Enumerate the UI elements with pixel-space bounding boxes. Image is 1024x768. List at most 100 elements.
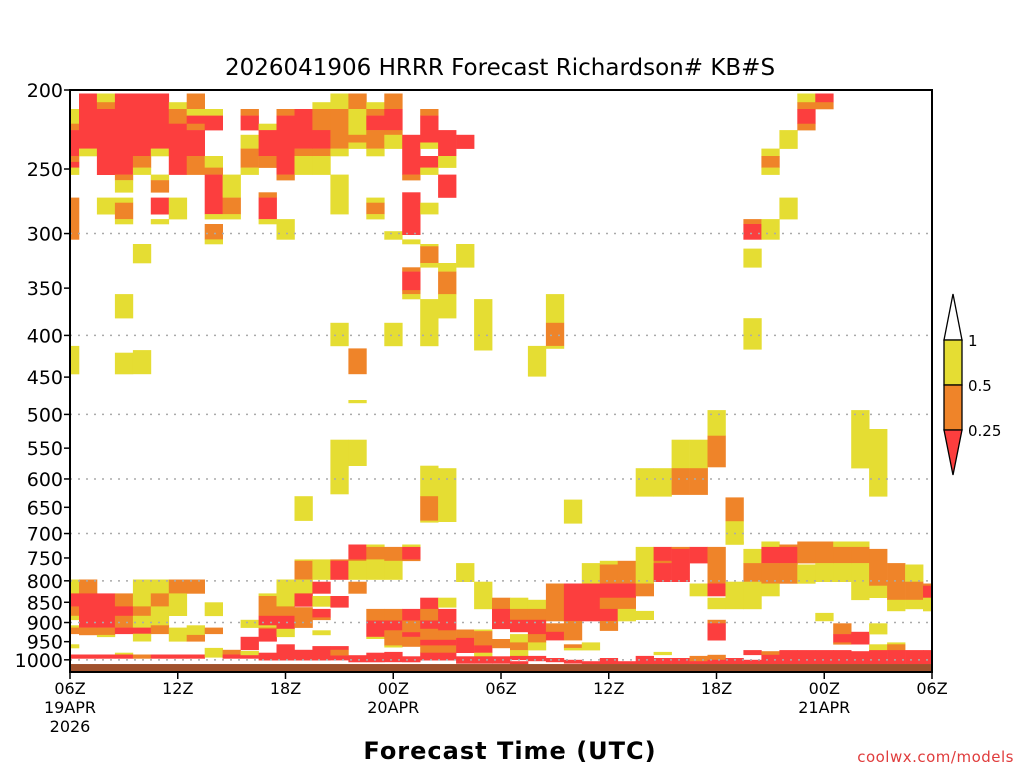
heatmap-cell: [70, 644, 80, 649]
heatmap-cell: [204, 627, 223, 635]
heatmap-cell: [797, 541, 816, 564]
heatmap-cell: [671, 546, 690, 550]
y-tick-label: 600: [27, 469, 63, 491]
heatmap-cell: [761, 167, 780, 175]
heatmap-cell: [402, 134, 421, 175]
heatmap-cell: [222, 654, 241, 659]
heatmap-cell: [402, 620, 421, 633]
heatmap-cell: [923, 583, 933, 586]
heatmap-cell: [671, 468, 690, 495]
heatmap-cell: [70, 109, 80, 125]
heatmap-cell: [114, 294, 134, 319]
heatmap-cell: [689, 439, 708, 469]
heatmap-cell: [150, 197, 170, 215]
heatmap-cell: [348, 134, 367, 143]
heatmap-cell: [366, 636, 385, 639]
heatmap-cell: [114, 652, 134, 655]
heatmap-cell: [312, 109, 331, 131]
heatmap-cell: [510, 597, 529, 610]
heatmap-cell: [438, 597, 457, 608]
heatmap-cell: [851, 563, 870, 601]
heatmap-cell: [96, 102, 116, 110]
heatmap-cell: [438, 263, 457, 272]
heatmap-cell: [258, 615, 277, 626]
heatmap-cell: [276, 174, 295, 181]
y-tick-label: 450: [27, 367, 63, 389]
heatmap-cell: [653, 546, 672, 561]
heatmap-cell: [869, 548, 888, 586]
heatmap-cell: [456, 563, 475, 582]
heatmap-cells: [70, 93, 933, 672]
heatmap-cell: [330, 109, 349, 149]
heatmap-cell: [456, 656, 475, 664]
heatmap-cell: [258, 130, 277, 157]
x-tick-label: 00Z: [809, 679, 840, 698]
heatmap-cell: [743, 318, 762, 350]
heatmap-cell: [79, 148, 98, 157]
heatmap-cell: [150, 93, 170, 149]
heatmap-cell: [779, 544, 798, 548]
heatmap-cell: [456, 134, 475, 149]
heatmap-cell: [599, 564, 619, 584]
heatmap-cell: [671, 548, 690, 582]
heatmap-cell: [348, 93, 367, 110]
heatmap-cell: [384, 322, 403, 347]
heatmap-cell: [132, 93, 152, 157]
heatmap-cell: [222, 174, 241, 198]
heatmap-cell: [384, 620, 403, 631]
heatmap-cell: [168, 654, 188, 659]
heatmap-cell: [725, 521, 744, 544]
heatmap-cell: [797, 102, 816, 110]
heatmap-cell: [599, 560, 619, 565]
heatmap-cell: [294, 156, 313, 175]
heatmap-cell: [96, 654, 116, 659]
heatmap-cell: [96, 627, 116, 636]
heatmap-cell: [743, 248, 762, 268]
heatmap-cell: [689, 468, 708, 495]
heatmap-cell: [474, 629, 493, 632]
heatmap-cell: [276, 628, 295, 638]
heatmap-cell: [689, 546, 708, 564]
heatmap-cell: [474, 652, 493, 657]
heatmap-cell: [438, 294, 457, 319]
heatmap-cell: [438, 468, 457, 522]
heatmap-cell: [204, 174, 223, 215]
x-tick-label: 06Z: [916, 679, 947, 698]
heatmap-cell: [707, 583, 726, 597]
heatmap-cell: [599, 658, 619, 665]
heatmap-cell: [294, 148, 313, 157]
heatmap-cell: [70, 627, 80, 635]
heatmap-cell: [132, 633, 152, 642]
heatmap-cell: [150, 654, 170, 659]
heatmap-cell: [348, 400, 367, 404]
heatmap-cell: [743, 219, 762, 225]
heatmap-cell: [438, 652, 457, 661]
heatmap-cell: [294, 496, 313, 521]
heatmap-cell: [312, 596, 331, 607]
heatmap-cell: [204, 167, 223, 175]
x-tick-label: 20APR: [367, 698, 419, 717]
credit-text[interactable]: coolwx.com/models: [857, 748, 1014, 766]
heatmap-cell: [366, 546, 385, 560]
heatmap-cell: [186, 109, 205, 116]
heatmap-cell: [474, 645, 493, 653]
heatmap-cell: [204, 239, 223, 245]
heatmap-cell: [258, 652, 277, 661]
heatmap-cell: [258, 192, 277, 198]
heatmap-cell: [743, 563, 762, 582]
heatmap-cell: [833, 623, 852, 635]
heatmap-cell: [869, 429, 888, 497]
heatmap-cell: [114, 352, 134, 375]
heatmap-cell: [70, 156, 80, 163]
heatmap-cell: [653, 658, 672, 665]
heatmap-cell: [779, 546, 798, 564]
heatmap-cell: [150, 180, 170, 193]
heatmap-cell: [186, 115, 205, 124]
heatmap-cell: [150, 219, 170, 225]
heatmap-cell: [869, 585, 888, 598]
heatmap-cell: [186, 130, 205, 157]
heatmap-cell: [887, 599, 906, 612]
heatmap-cell: [707, 410, 726, 436]
heatmap-cell: [833, 634, 852, 643]
heatmap-cell: [833, 563, 852, 582]
